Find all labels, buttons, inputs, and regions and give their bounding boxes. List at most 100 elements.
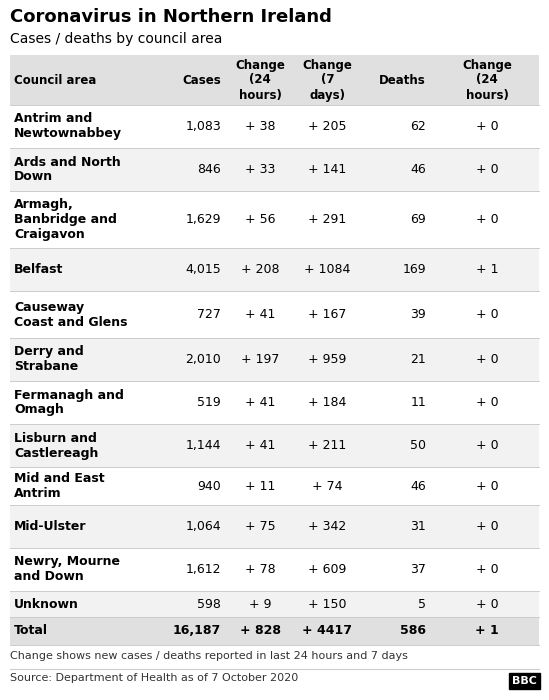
Text: 1,144: 1,144 bbox=[186, 439, 221, 452]
Text: + 0: + 0 bbox=[475, 520, 498, 533]
Text: 62: 62 bbox=[410, 120, 426, 133]
Text: 940: 940 bbox=[197, 480, 221, 493]
Text: + 184: + 184 bbox=[309, 396, 346, 409]
Text: Unknown: Unknown bbox=[14, 598, 79, 610]
Text: + 609: + 609 bbox=[309, 563, 346, 576]
Text: 37: 37 bbox=[410, 563, 426, 576]
Text: 21: 21 bbox=[410, 353, 426, 366]
Text: Antrim and
Newtownabbey: Antrim and Newtownabbey bbox=[14, 113, 122, 141]
Text: Causeway
Coast and Glens: Causeway Coast and Glens bbox=[14, 300, 127, 328]
Text: Mid and East
Antrim: Mid and East Antrim bbox=[14, 472, 105, 500]
Text: + 0: + 0 bbox=[475, 308, 498, 321]
Text: Total: Total bbox=[14, 624, 48, 638]
Text: 1,083: 1,083 bbox=[185, 120, 221, 133]
Bar bbox=[10, 381, 539, 424]
Text: 846: 846 bbox=[197, 163, 221, 176]
Text: + 1: + 1 bbox=[475, 624, 499, 638]
Text: Source: Department of Health as of 7 October 2020: Source: Department of Health as of 7 Oct… bbox=[10, 673, 298, 683]
Text: Newry, Mourne
and Down: Newry, Mourne and Down bbox=[14, 556, 120, 584]
Text: + 33: + 33 bbox=[245, 163, 275, 176]
Text: 519: 519 bbox=[197, 396, 221, 409]
Text: + 4417: + 4417 bbox=[302, 624, 352, 638]
Text: + 0: + 0 bbox=[475, 563, 498, 576]
Text: 727: 727 bbox=[197, 308, 221, 321]
Text: + 1084: + 1084 bbox=[304, 263, 351, 276]
Text: + 141: + 141 bbox=[309, 163, 346, 176]
Text: 169: 169 bbox=[402, 263, 426, 276]
Text: 4,015: 4,015 bbox=[185, 263, 221, 276]
Text: + 1: + 1 bbox=[476, 263, 498, 276]
Text: 1,064: 1,064 bbox=[186, 520, 221, 533]
Text: 5: 5 bbox=[418, 598, 426, 610]
Text: + 78: + 78 bbox=[245, 563, 275, 576]
Text: + 0: + 0 bbox=[475, 439, 498, 452]
Text: + 0: + 0 bbox=[475, 480, 498, 493]
Text: Derry and
Strabane: Derry and Strabane bbox=[14, 346, 84, 374]
Text: + 0: + 0 bbox=[475, 120, 498, 133]
Text: + 205: + 205 bbox=[308, 120, 347, 133]
Text: + 74: + 74 bbox=[312, 480, 343, 493]
Bar bbox=[10, 467, 539, 505]
Text: Cases / deaths by council area: Cases / deaths by council area bbox=[10, 32, 222, 46]
Text: + 828: + 828 bbox=[239, 624, 281, 638]
Text: + 150: + 150 bbox=[308, 598, 347, 610]
Bar bbox=[10, 338, 539, 381]
Bar bbox=[10, 55, 539, 105]
Text: + 0: + 0 bbox=[475, 163, 498, 176]
Text: Fermanagh and
Omagh: Fermanagh and Omagh bbox=[14, 389, 124, 416]
Text: + 41: + 41 bbox=[245, 439, 275, 452]
Bar bbox=[10, 148, 539, 191]
Text: 2,010: 2,010 bbox=[185, 353, 221, 366]
Text: + 291: + 291 bbox=[309, 213, 346, 226]
Bar bbox=[10, 591, 539, 617]
Text: Change
(24
hours): Change (24 hours) bbox=[462, 59, 512, 102]
Text: Lisburn and
Castlereagh: Lisburn and Castlereagh bbox=[14, 431, 98, 459]
Text: 50: 50 bbox=[410, 439, 426, 452]
Text: 69: 69 bbox=[410, 213, 426, 226]
Text: 11: 11 bbox=[410, 396, 426, 409]
Text: + 0: + 0 bbox=[475, 598, 498, 610]
Text: + 9: + 9 bbox=[249, 598, 271, 610]
Text: BBC: BBC bbox=[512, 676, 537, 686]
Text: + 197: + 197 bbox=[241, 353, 279, 366]
Text: + 167: + 167 bbox=[309, 308, 346, 321]
Text: + 0: + 0 bbox=[475, 353, 498, 366]
Bar bbox=[10, 617, 539, 645]
Bar bbox=[10, 105, 539, 148]
Text: 46: 46 bbox=[410, 163, 426, 176]
Text: 16,187: 16,187 bbox=[173, 624, 221, 638]
Text: Mid-Ulster: Mid-Ulster bbox=[14, 520, 87, 533]
Text: Deaths: Deaths bbox=[379, 74, 426, 87]
Text: + 211: + 211 bbox=[309, 439, 346, 452]
Text: Belfast: Belfast bbox=[14, 263, 63, 276]
Text: + 959: + 959 bbox=[309, 353, 346, 366]
Bar bbox=[10, 548, 539, 591]
Text: + 0: + 0 bbox=[475, 213, 498, 226]
Text: + 11: + 11 bbox=[245, 480, 275, 493]
Text: 1,629: 1,629 bbox=[186, 213, 221, 226]
Text: Coronavirus in Northern Ireland: Coronavirus in Northern Ireland bbox=[10, 8, 332, 26]
Text: 598: 598 bbox=[197, 598, 221, 610]
Text: Cases: Cases bbox=[182, 74, 221, 87]
Text: + 38: + 38 bbox=[245, 120, 275, 133]
Text: + 41: + 41 bbox=[245, 396, 275, 409]
Text: + 75: + 75 bbox=[245, 520, 275, 533]
Text: 39: 39 bbox=[410, 308, 426, 321]
Text: + 56: + 56 bbox=[245, 213, 275, 226]
Bar bbox=[10, 424, 539, 467]
Text: Ards and North
Down: Ards and North Down bbox=[14, 155, 121, 183]
Text: Armagh,
Banbridge and
Craigavon: Armagh, Banbridge and Craigavon bbox=[14, 198, 117, 241]
Text: Change
(7
days): Change (7 days) bbox=[302, 59, 352, 102]
Text: Change
(24
hours): Change (24 hours) bbox=[235, 59, 285, 102]
Text: + 41: + 41 bbox=[245, 308, 275, 321]
Text: + 0: + 0 bbox=[475, 396, 498, 409]
Text: Change shows new cases / deaths reported in last 24 hours and 7 days: Change shows new cases / deaths reported… bbox=[10, 651, 408, 661]
Bar bbox=[10, 291, 539, 338]
Bar bbox=[10, 191, 539, 248]
Text: 1,612: 1,612 bbox=[186, 563, 221, 576]
Text: + 208: + 208 bbox=[241, 263, 279, 276]
Bar bbox=[10, 505, 539, 548]
Text: Council area: Council area bbox=[14, 74, 97, 87]
Text: 586: 586 bbox=[400, 624, 426, 638]
Text: + 342: + 342 bbox=[309, 520, 346, 533]
